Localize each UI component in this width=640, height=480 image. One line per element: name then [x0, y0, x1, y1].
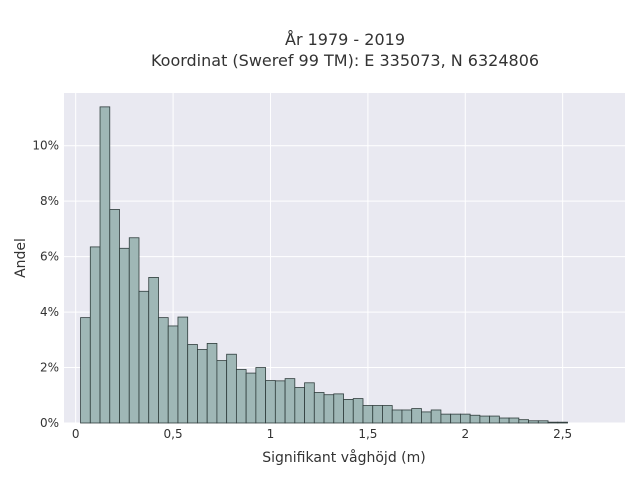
histogram-bar-19	[265, 380, 276, 424]
histogram-bar-30	[372, 405, 383, 424]
histogram-bar-46	[528, 420, 539, 424]
histogram-bar-35	[421, 411, 432, 424]
histogram-bar-34	[411, 408, 422, 424]
histogram-bar-5	[128, 237, 140, 424]
histogram-bar-39	[460, 413, 471, 424]
x-tick-label-1: 0,5	[164, 427, 183, 441]
x-tick-label-4: 2	[461, 427, 469, 441]
histogram-bar-29	[362, 405, 374, 424]
x-axis-ticks: 0 0,5 1 1,5 2 2,5	[72, 427, 572, 441]
histogram-bar-7	[148, 277, 159, 424]
histogram-bar-2	[99, 106, 111, 424]
y-axis-label: Andel	[13, 238, 29, 278]
y-axis-ticks: 0% 2% 4% 6% 8% 10%	[32, 139, 59, 430]
histogram-bar-45	[518, 419, 529, 424]
histogram-bar-41	[479, 415, 491, 424]
histogram-bar-21	[284, 378, 296, 424]
histogram-bar-14	[216, 360, 228, 424]
chart-title: År 1979 - 2019	[285, 30, 405, 49]
histogram-bar-49	[557, 421, 568, 424]
histogram-bar-28	[352, 398, 364, 424]
histogram-bar-25	[323, 394, 335, 424]
histogram-bar-22	[294, 387, 305, 424]
histogram-bar-31	[382, 405, 393, 424]
y-tick-label-0: 0%	[40, 416, 59, 430]
histogram-bar-12	[197, 349, 208, 424]
histogram-bar-23	[304, 382, 315, 424]
histogram-bar-0	[80, 317, 91, 424]
histogram-bar-42	[489, 415, 500, 424]
x-tick-label-3: 1,5	[358, 427, 377, 441]
x-tick-label-5: 2,5	[553, 427, 572, 441]
histogram-bar-13	[206, 343, 218, 424]
histogram-bar-40	[469, 414, 481, 424]
histogram-bar-47	[537, 420, 549, 424]
histogram-bar-33	[401, 409, 413, 424]
histogram-bar-15	[226, 353, 237, 424]
x-tick-label-2: 1	[267, 427, 275, 441]
chart-subtitle: Koordinat (Sweref 99 TM): E 335073, N 63…	[151, 51, 539, 70]
histogram-bar-20	[274, 380, 286, 424]
histogram-bar-8	[158, 317, 169, 424]
histogram-bar-43	[498, 417, 510, 424]
histogram-bar-48	[547, 421, 559, 424]
y-tick-label-3: 6%	[40, 250, 59, 264]
y-tick-label-2: 4%	[40, 305, 59, 319]
histogram-bar-18	[255, 367, 267, 424]
histogram-bar-16	[235, 369, 247, 424]
histogram-bar-24	[313, 392, 325, 424]
y-tick-label-1: 2%	[40, 361, 59, 375]
y-tick-label-4: 8%	[40, 194, 59, 208]
x-tick-label-0: 0	[72, 427, 80, 441]
histogram-bar-10	[177, 316, 189, 424]
histogram-bar-32	[391, 409, 403, 424]
histogram-bar-38	[450, 413, 461, 424]
histogram-bars	[80, 106, 568, 424]
histogram-bar-6	[138, 290, 150, 424]
histogram-bar-1	[89, 246, 101, 424]
histogram-bar-37	[440, 413, 452, 424]
histogram-bar-4	[119, 247, 130, 424]
histogram-bar-11	[187, 344, 198, 424]
x-axis-label: Signifikant våghöjd (m)	[262, 449, 425, 466]
histogram-bar-36	[430, 409, 442, 424]
histogram-bar-17	[245, 372, 257, 424]
histogram-bar-26	[333, 393, 344, 424]
histogram-bar-9	[167, 325, 179, 424]
histogram-bar-3	[109, 209, 120, 424]
histogram-bar-44	[508, 417, 520, 424]
y-tick-label-5: 10%	[32, 139, 59, 153]
histogram-bar-27	[343, 399, 354, 424]
